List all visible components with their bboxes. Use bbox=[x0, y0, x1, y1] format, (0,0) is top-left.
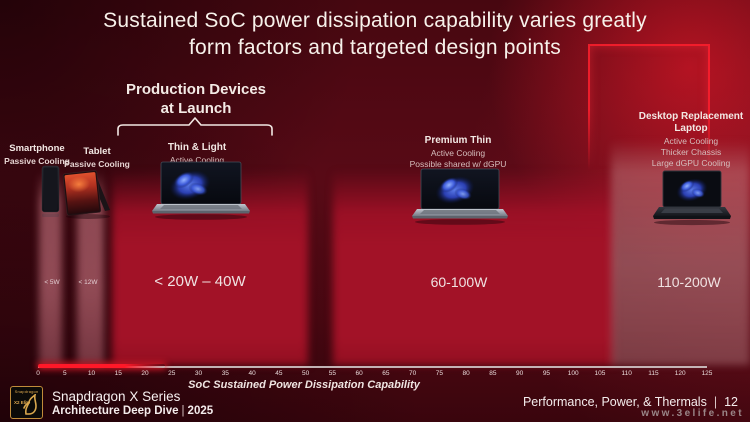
category-thin-and-light-cooling: Active Cooling bbox=[169, 155, 225, 165]
axis-tick: 0 bbox=[36, 370, 40, 377]
axis-tick: 15 bbox=[114, 370, 122, 377]
power-label-desktop-replacement: 110-200W bbox=[657, 274, 721, 290]
x-axis-line bbox=[38, 366, 707, 368]
axis-tick: 40 bbox=[248, 370, 256, 377]
axis-tick: 75 bbox=[435, 370, 444, 377]
category-smartphone-name: Smartphone bbox=[9, 143, 65, 154]
footer-brand: Snapdragon X Series bbox=[52, 389, 181, 404]
category-smartphone-cooling: Passive Cooling bbox=[4, 156, 70, 166]
premium-thin-laptop-image bbox=[412, 168, 508, 225]
power-label-smartphone: < 5W bbox=[44, 279, 60, 286]
section-name: Performance, Power, & Thermals bbox=[522, 395, 707, 409]
category-desktop-replacement-cooling-2: Thicker Chassis bbox=[660, 147, 722, 157]
production-devices-callout: Production Devices at Launch bbox=[126, 81, 266, 117]
callout-line-1: Production Devices bbox=[125, 81, 267, 98]
snapdragon-logo: Snapdragon X2 Elite bbox=[10, 386, 43, 419]
axis-tick: 55 bbox=[328, 370, 336, 377]
smartphone-image bbox=[41, 165, 60, 217]
category-premium-thin-cooling-1: Active Cooling bbox=[430, 148, 486, 158]
axis-tick: 45 bbox=[275, 370, 283, 377]
category-premium-thin-name: Premium Thin bbox=[424, 135, 492, 146]
axis-tick: 65 bbox=[382, 370, 390, 377]
desktop-replacement-laptop-image bbox=[653, 170, 731, 226]
category-tablet: Tablet Passive Cooling bbox=[64, 146, 130, 169]
axis-tick: 90 bbox=[516, 370, 524, 377]
axis-tick: 105 bbox=[594, 370, 606, 377]
axis-tick: 5 bbox=[62, 370, 67, 377]
category-thin-and-light: Thin & Light Active Cooling bbox=[168, 142, 226, 165]
axis-tick: 35 bbox=[221, 370, 229, 377]
logo-chip-text: X2 Elite bbox=[14, 400, 31, 405]
category-premium-thin-cooling-2: Possible shared w/ dGPU bbox=[409, 159, 507, 169]
deck-year: 2025 bbox=[187, 405, 214, 417]
category-desktop-replacement-cooling-1: Active Cooling bbox=[663, 136, 719, 146]
category-tablet-cooling: Passive Cooling bbox=[64, 159, 130, 169]
page-number: 12 bbox=[724, 395, 738, 409]
power-label-tablet: < 12W bbox=[78, 279, 98, 286]
x-axis-highlight-segment bbox=[38, 363, 165, 368]
category-desktop-replacement: Desktop Replacement Laptop Active Coolin… bbox=[626, 111, 750, 168]
axis-tick: 85 bbox=[489, 370, 497, 377]
axis-tick: 95 bbox=[542, 370, 551, 377]
watermark-text: www.3elife.net bbox=[641, 408, 744, 419]
logo-brand-text: Snapdragon bbox=[14, 388, 39, 394]
axis-tick: 60 bbox=[355, 370, 363, 377]
axis-tick: 125 bbox=[701, 370, 713, 377]
category-thin-and-light-name: Thin & Light bbox=[167, 142, 227, 153]
glow-rectangle-decoration bbox=[588, 44, 710, 176]
footer-section: Performance, Power, & Thermals | 12 bbox=[523, 395, 738, 409]
power-label-premium-thin: 60-100W bbox=[430, 274, 488, 290]
axis-tick: 115 bbox=[648, 370, 659, 377]
production-devices-bracket bbox=[117, 117, 273, 136]
x-axis-title: SoC Sustained Power Dissipation Capabili… bbox=[188, 379, 420, 391]
axis-tick: 10 bbox=[87, 370, 96, 377]
axis-tick: 120 bbox=[674, 370, 686, 377]
axis-tick: 20 bbox=[141, 370, 149, 377]
deck-name: Architecture Deep Dive bbox=[52, 405, 179, 417]
axis-ticks: 0 5 10 15 20 25 30 35 40 45 50 55 60 65 70 75 80 85 90 95 10… bbox=[0, 370, 750, 380]
category-desktop-replacement-name: Desktop Replacement Laptop bbox=[638, 111, 744, 134]
axis-tick: 25 bbox=[168, 370, 176, 377]
axis-tick: 80 bbox=[462, 370, 470, 377]
title-line-1: Sustained SoC power dissipation capabili… bbox=[103, 9, 647, 32]
section-separator: | bbox=[713, 395, 718, 409]
category-tablet-name: Tablet bbox=[83, 146, 111, 157]
category-premium-thin: Premium Thin Active Cooling Possible sha… bbox=[410, 135, 507, 169]
tablet-image bbox=[62, 170, 110, 219]
axis-tick: 110 bbox=[621, 370, 632, 377]
axis-tick: 70 bbox=[409, 370, 417, 377]
band-smartphone bbox=[39, 172, 62, 364]
axis-tick: 100 bbox=[567, 370, 579, 377]
power-label-thin-and-light: < 20W – 40W bbox=[154, 273, 246, 290]
title-line-2: form factors and targeted design points bbox=[188, 36, 561, 59]
axis-tick: 30 bbox=[194, 370, 203, 377]
category-smartphone: Smartphone Passive Cooling bbox=[4, 143, 70, 166]
category-desktop-replacement-cooling-3: Large dGPU Cooling bbox=[651, 158, 731, 168]
deck-separator: | bbox=[181, 405, 185, 417]
thin-and-light-laptop-image bbox=[152, 161, 250, 220]
callout-line-2: at Launch bbox=[160, 100, 232, 117]
axis-tick: 50 bbox=[301, 370, 310, 377]
slide-title: Sustained SoC power dissipation capabili… bbox=[0, 7, 750, 61]
footer-deck-title: Architecture Deep Dive | 2025 bbox=[52, 405, 213, 417]
dragon-icon bbox=[22, 391, 37, 415]
